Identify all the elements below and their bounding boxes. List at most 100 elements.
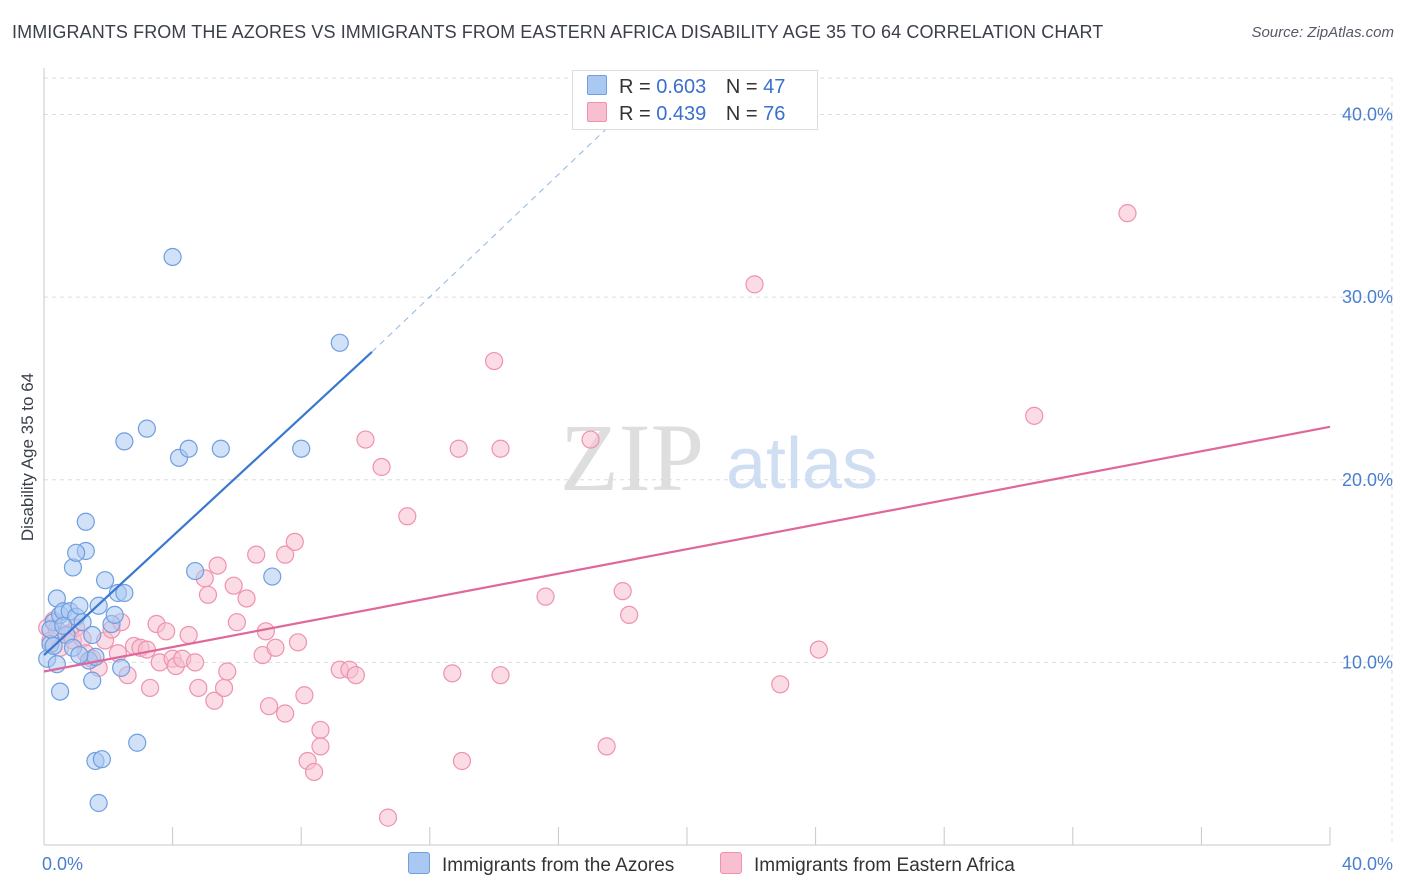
eafrica-swatch <box>587 102 607 122</box>
eafrica-point <box>179 625 198 645</box>
y-tick-label: 20.0% <box>1342 470 1393 490</box>
watermark: ZIP atlas <box>560 404 878 511</box>
eafrica-point <box>1118 204 1137 223</box>
eafrica-point <box>295 686 314 705</box>
eafrica-point <box>378 808 398 827</box>
azores-point <box>95 571 115 590</box>
eafrica-point <box>809 640 828 659</box>
azores-legend-label: Immigrants from the Azores <box>442 855 675 876</box>
eafrica-point <box>218 662 237 681</box>
y-axis-label: Disability Age 35 to 64 <box>18 373 37 541</box>
eafrica-point <box>346 666 365 685</box>
eafrica-point <box>266 638 285 657</box>
eafrica-point <box>137 640 156 659</box>
eafrica-point <box>771 675 790 694</box>
eafrica-point <box>259 697 279 716</box>
legend-item-eafrica: Immigrants from Eastern Africa <box>720 852 1015 877</box>
axes <box>43 68 1331 846</box>
x-tick-label: 0.0% <box>42 854 83 874</box>
azores-point <box>115 583 134 603</box>
eafrica-point <box>581 430 600 449</box>
eafrica-point <box>224 576 243 595</box>
azores-point <box>92 750 111 769</box>
eafrica-point <box>288 633 308 652</box>
eafrica-point <box>311 720 330 740</box>
eafrica-point <box>449 439 468 458</box>
eafrica-point <box>157 622 176 641</box>
azores-point <box>76 512 95 531</box>
eafrica-point <box>247 545 266 564</box>
eafrica-point <box>198 585 218 604</box>
eafrica-point <box>140 678 160 698</box>
eafrica-point <box>276 704 295 723</box>
azores-point <box>163 247 182 267</box>
azores-point <box>112 658 131 677</box>
eafrica-point <box>597 737 616 756</box>
eafrica-point <box>237 589 256 608</box>
legend-item-azores: Immigrants from the Azores <box>408 852 674 877</box>
eafrica-point <box>1025 406 1044 425</box>
azores-point <box>73 613 92 632</box>
azores-points <box>38 247 349 813</box>
chart-title: IMMIGRANTS FROM THE AZORES VS IMMIGRANTS… <box>12 22 1104 42</box>
legend-row-eafrica: R = 0.439 N = 76 <box>587 102 785 126</box>
azores-point <box>67 543 86 562</box>
azores-point <box>263 567 282 586</box>
tick-labels: 10.0% 20.0% 30.0% 40.0% 0.0% 40.0% <box>42 105 1393 874</box>
y-tick-label: 40.0% <box>1342 105 1393 125</box>
eafrica-point <box>311 737 330 756</box>
eafrica-point <box>372 457 391 477</box>
watermark-zip: ZIP <box>560 404 704 511</box>
eafrica-point <box>620 605 639 625</box>
azores-legend-swatch <box>408 852 430 874</box>
azores-point <box>179 439 198 458</box>
azores-point <box>105 605 124 625</box>
eafrica-legend-swatch <box>720 852 742 874</box>
source-label: Source: ZipAtlas.com <box>1251 24 1394 41</box>
y-tick-label: 30.0% <box>1342 287 1393 307</box>
azores-n-value: 47 <box>763 76 786 98</box>
azores-swatch <box>587 75 607 95</box>
n-label: N = <box>725 76 758 98</box>
eafrica-point <box>485 351 504 371</box>
azores-point <box>211 439 230 458</box>
r-label: R = <box>619 76 651 98</box>
eafrica-point <box>186 653 205 672</box>
eafrica-r-value: 0.439 <box>656 103 707 125</box>
azores-point <box>128 733 147 752</box>
x-tick-label: 40.0% <box>1342 854 1393 874</box>
eafrica-point <box>398 507 417 526</box>
eafrica-point <box>536 587 555 606</box>
eafrica-point <box>189 678 208 698</box>
azores-point <box>186 561 205 581</box>
azores-point <box>54 616 73 635</box>
eafrica-point <box>276 545 295 564</box>
azores-point <box>50 682 70 701</box>
eafrica-points <box>38 204 1137 827</box>
stats-legend: R = 0.603 N = 47 R = 0.439 N = 76 <box>572 70 818 130</box>
eafrica-point <box>745 275 764 294</box>
azores-point <box>70 596 89 615</box>
eafrica-point <box>208 556 227 575</box>
eafrica-point <box>304 762 324 782</box>
eafrica-point <box>205 691 224 710</box>
watermark-atlas: atlas <box>726 424 878 504</box>
y-tick-label: 10.0% <box>1342 652 1393 672</box>
r-label: R = <box>619 103 651 125</box>
azores-trendline <box>43 351 373 656</box>
azores-point <box>83 671 102 690</box>
eafrica-n-value: 76 <box>763 103 786 125</box>
eafrica-point <box>214 678 234 698</box>
azores-point <box>83 625 102 645</box>
eafrica-point <box>491 666 510 685</box>
eafrica-point <box>452 751 472 771</box>
legend-row-azores: R = 0.603 N = 47 <box>587 75 785 99</box>
azores-trendline-extension <box>371 125 611 353</box>
n-label: N = <box>725 103 758 125</box>
eafrica-trendline <box>43 425 1331 673</box>
eafrica-point <box>227 613 246 632</box>
eafrica-point <box>443 664 462 683</box>
eafrica-point <box>356 430 375 449</box>
trendlines <box>43 125 1331 673</box>
azores-point <box>89 793 108 813</box>
